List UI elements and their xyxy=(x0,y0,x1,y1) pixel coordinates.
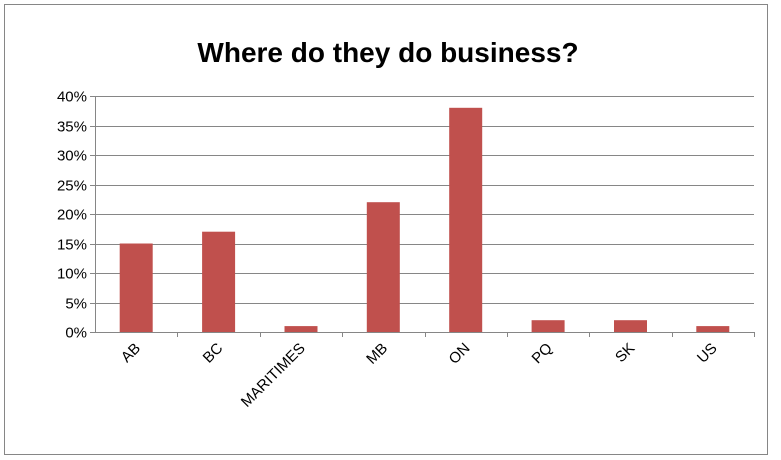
y-tick-label: 35% xyxy=(57,119,87,136)
x-tick-label: US xyxy=(694,340,721,367)
y-tick-label: 10% xyxy=(57,266,87,283)
y-tick-label: 25% xyxy=(57,178,87,195)
chart-frame: Where do they do business? 0% 5% 10% 15% 20%… xyxy=(4,4,768,455)
bar-ab xyxy=(119,243,153,332)
y-tick-label: 30% xyxy=(57,148,87,165)
bar-us xyxy=(696,326,730,332)
bar-sk xyxy=(614,320,647,332)
bar-pq xyxy=(531,320,565,332)
x-tick-label: MB xyxy=(363,340,391,368)
x-tick-labels: AB BC MARITIMES MB ON PQ SK US xyxy=(118,340,721,411)
x-tick-label: BC xyxy=(200,340,227,367)
bars xyxy=(119,107,730,332)
y-tick-label: 20% xyxy=(57,207,87,224)
gridlines xyxy=(95,96,754,304)
bar-chart: Where do they do business? 0% 5% 10% 15% 20%… xyxy=(57,37,755,411)
y-tick-labels: 0% 5% 10% 15% 20% 25% 30% 35% 40% xyxy=(57,89,87,342)
x-tick-label: SK xyxy=(612,340,638,366)
chart-title: Where do they do business? xyxy=(197,37,578,68)
y-tick-label: 0% xyxy=(65,325,87,342)
y-tick-label: 40% xyxy=(57,89,87,106)
x-tick-label: ON xyxy=(446,340,474,368)
bar-maritimes xyxy=(284,326,318,332)
bar-bc xyxy=(202,231,236,332)
y-tick-label: 15% xyxy=(57,237,87,254)
bar-mb xyxy=(366,202,400,332)
x-tick-label: MARITIMES xyxy=(238,340,309,411)
x-tick-label: PQ xyxy=(529,340,556,367)
y-tick-label: 5% xyxy=(65,296,87,313)
x-tick-label: AB xyxy=(118,340,144,366)
bar-on xyxy=(449,107,483,332)
axes xyxy=(90,96,755,337)
